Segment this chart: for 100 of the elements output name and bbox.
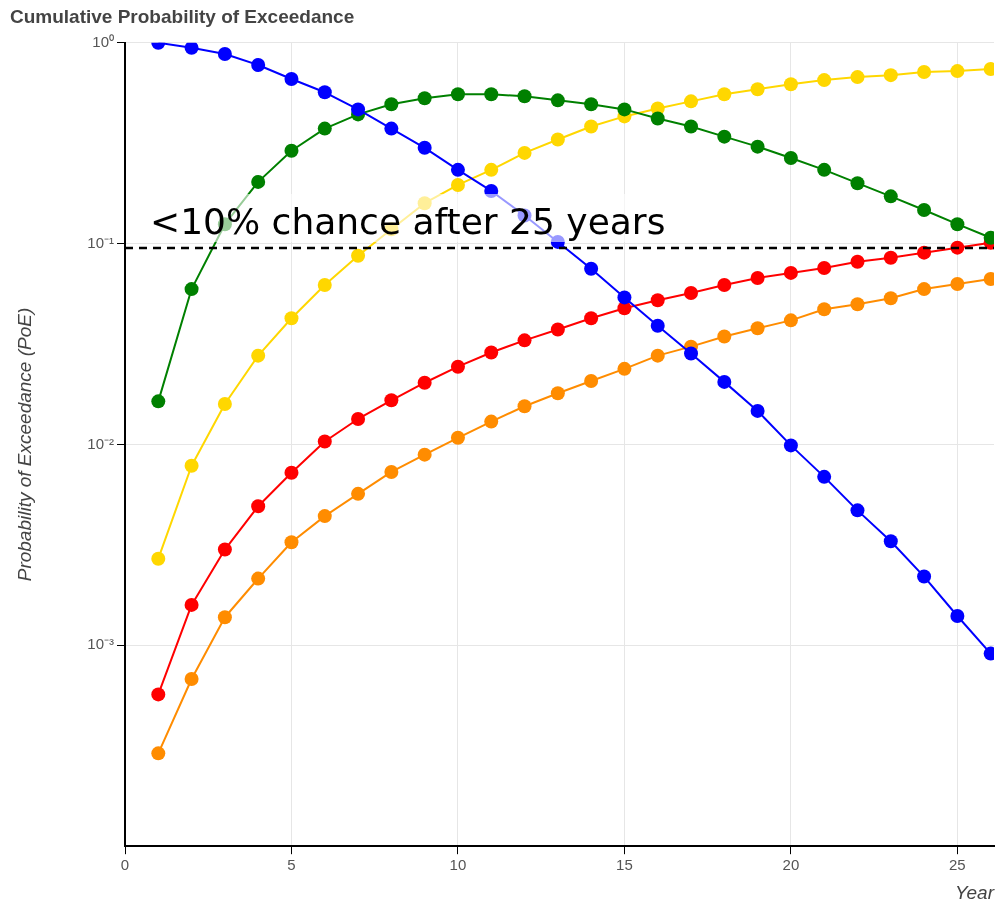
- point: [750, 270, 765, 285]
- point: [251, 348, 266, 363]
- point: [717, 129, 732, 144]
- point: [917, 282, 932, 297]
- point: [750, 403, 765, 418]
- point: [584, 311, 599, 326]
- point: [317, 509, 332, 524]
- point: [883, 291, 898, 306]
- point: [550, 386, 565, 401]
- point: [450, 430, 465, 445]
- point: [617, 361, 632, 376]
- point: [617, 102, 632, 117]
- point: [351, 486, 366, 501]
- point: [584, 374, 599, 389]
- point: [417, 447, 432, 462]
- point: [917, 203, 932, 218]
- point: [484, 414, 499, 429]
- point: [917, 245, 932, 260]
- point: [717, 278, 732, 293]
- point: [417, 140, 432, 155]
- point: [650, 348, 665, 363]
- point: [450, 177, 465, 192]
- point: [351, 248, 366, 263]
- point: [217, 46, 232, 61]
- point: [517, 399, 532, 414]
- point: [950, 609, 965, 623]
- x-tick-label: 0: [120, 856, 130, 874]
- point: [151, 746, 166, 761]
- point: [251, 174, 266, 189]
- x-axis-title: Year: [954, 881, 995, 903]
- point: [584, 119, 599, 134]
- point: [517, 145, 532, 160]
- point: [484, 345, 499, 360]
- point: [950, 64, 965, 79]
- point: [284, 72, 299, 87]
- point: [783, 150, 798, 165]
- point: [650, 293, 665, 308]
- point: [550, 234, 565, 249]
- point: [817, 73, 832, 88]
- point: [850, 254, 865, 269]
- y-tick-label: 10⁻¹: [87, 233, 114, 251]
- point: [317, 121, 332, 136]
- point: [783, 438, 798, 453]
- point: [384, 97, 399, 112]
- point: [817, 162, 832, 177]
- point: [584, 261, 599, 276]
- point: [284, 143, 299, 158]
- point: [417, 375, 432, 390]
- point: [184, 671, 199, 686]
- point: [650, 111, 665, 126]
- point: [617, 290, 632, 305]
- point: [750, 321, 765, 336]
- point: [251, 499, 266, 514]
- y-tick-label: 10⁰: [92, 32, 114, 50]
- point: [450, 359, 465, 374]
- point: [950, 276, 965, 291]
- point: [817, 260, 832, 275]
- point: [184, 597, 199, 612]
- point: [817, 469, 832, 484]
- point: [684, 285, 699, 300]
- point: [650, 318, 665, 333]
- point: [351, 411, 366, 426]
- x-tick-label: 5: [287, 856, 296, 874]
- x-tick-label: 20: [782, 856, 800, 874]
- point: [783, 313, 798, 328]
- point: [151, 551, 166, 566]
- point: [184, 42, 199, 55]
- y-tick-label: 10⁻²: [87, 434, 114, 452]
- point: [783, 265, 798, 280]
- point: [550, 322, 565, 337]
- point: [450, 87, 465, 102]
- point: [917, 569, 932, 584]
- point: [217, 610, 232, 625]
- y-axis-title: Probability of Exceedance (PoE): [13, 307, 35, 582]
- point: [684, 94, 699, 109]
- point: [883, 189, 898, 204]
- point: [584, 97, 599, 112]
- point: [317, 278, 332, 293]
- point: [517, 89, 532, 104]
- point: [284, 465, 299, 480]
- point: [684, 119, 699, 134]
- point: [317, 85, 332, 100]
- ref-line-label: <10% chance after 25 years: [150, 201, 666, 243]
- point: [717, 374, 732, 389]
- point: [251, 58, 266, 73]
- point: [783, 77, 798, 92]
- point: [184, 458, 199, 473]
- point: [317, 434, 332, 449]
- point: [517, 333, 532, 348]
- point: [151, 394, 166, 409]
- point: [217, 542, 232, 557]
- point: [384, 464, 399, 479]
- chart-title: Cumulative Probability of Exceedance: [10, 5, 355, 27]
- point: [550, 132, 565, 147]
- point: [417, 91, 432, 106]
- point: [550, 93, 565, 108]
- point: [351, 102, 366, 117]
- x-tick-label: 10: [449, 856, 467, 874]
- point: [484, 183, 499, 198]
- point: [184, 282, 199, 297]
